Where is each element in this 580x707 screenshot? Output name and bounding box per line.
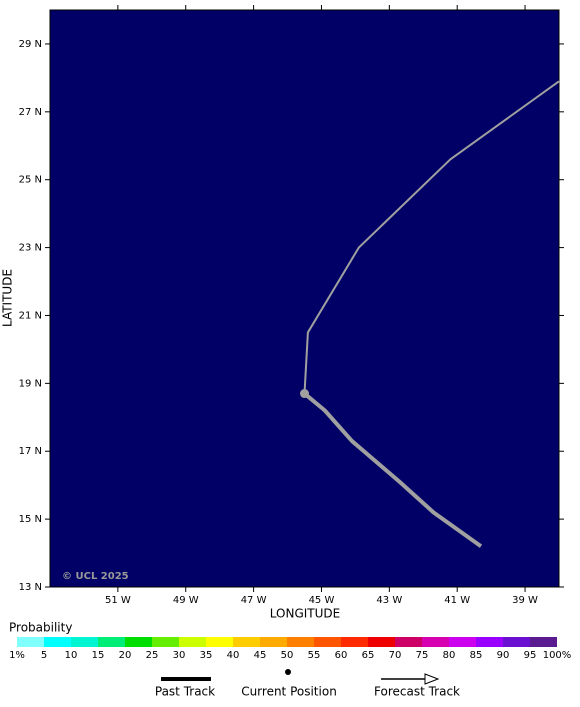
x-tick-label: 45 W [309, 595, 335, 606]
y-tick-label: 21 N [19, 310, 42, 321]
colorbar-bin [287, 637, 314, 647]
colorbar-bin [71, 637, 98, 647]
colorbar-label: 95 [524, 650, 537, 661]
colorbar-title: Probability [9, 621, 72, 635]
colorbar-label: 50 [281, 650, 294, 661]
colorbar-bin [152, 637, 179, 647]
legend-forecast: Forecast Track [374, 685, 460, 699]
colorbar-bin [422, 637, 449, 647]
colorbar-bin [395, 637, 422, 647]
x-tick-label: 43 W [376, 595, 402, 606]
current-position [300, 389, 309, 399]
colorbar-bin [341, 637, 368, 647]
legend-forecast-icon [381, 673, 440, 685]
colorbar-bin [476, 637, 503, 647]
colorbar-label: 35 [200, 650, 213, 661]
y-tick-label: 29 N [19, 39, 42, 50]
colorbar-label: 15 [92, 650, 105, 661]
y-tick-label: 23 N [19, 243, 42, 254]
colorbar-bin [179, 637, 206, 647]
colorbar-label: 75 [416, 650, 429, 661]
y-tick-label: 27 N [19, 107, 42, 118]
colorbar-label: 65 [362, 650, 375, 661]
legend-current-icon [285, 669, 291, 675]
y-axis-label: LATITUDE [1, 269, 15, 327]
y-tick-label: 25 N [19, 175, 42, 186]
copyright: © UCL 2025 [62, 571, 129, 582]
colorbar-bin [503, 637, 530, 647]
colorbar-bin [530, 637, 557, 647]
track-line [303, 391, 483, 548]
x-tick-label: 39 W [512, 595, 538, 606]
x-tick-label: 51 W [105, 595, 131, 606]
colorbar-label: 80 [443, 650, 456, 661]
colorbar-label: 40 [227, 650, 240, 661]
colorbar-bin [98, 637, 125, 647]
colorbar-label: 10 [65, 650, 78, 661]
x-tick-label: 49 W [173, 595, 199, 606]
colorbar-bin [125, 637, 152, 647]
legend-past: Past Track [155, 685, 215, 699]
colorbar-bin [233, 637, 260, 647]
colorbar-label: 1% [9, 650, 25, 661]
y-tick-label: 13 N [19, 582, 42, 593]
colorbar-label: 20 [119, 650, 132, 661]
legend-current: Current Position [241, 685, 337, 699]
colorbar-label: 30 [173, 650, 186, 661]
colorbar-bin [206, 637, 233, 647]
colorbar-bin [44, 637, 71, 647]
colorbar-label: 55 [308, 650, 321, 661]
colorbar-bin [260, 637, 287, 647]
x-tick-label: 41 W [444, 595, 470, 606]
colorbar-label: 5 [41, 650, 47, 661]
x-axis-label: LONGITUDE [270, 607, 340, 621]
colorbar-label: 85 [470, 650, 483, 661]
colorbar-label: 25 [146, 650, 159, 661]
colorbar-bin [368, 637, 395, 647]
x-tick-label: 47 W [241, 595, 267, 606]
y-tick-label: 19 N [19, 378, 42, 389]
map-background [49, 9, 560, 588]
colorbar-bin [449, 637, 476, 647]
colorbar-bin [314, 637, 341, 647]
colorbar-label: 100% [543, 650, 572, 661]
colorbar-label: 60 [335, 650, 348, 661]
colorbar-label: 70 [389, 650, 402, 661]
track-line [303, 80, 560, 394]
colorbar-bin [17, 637, 44, 647]
colorbar-label: 45 [254, 650, 267, 661]
y-tick-label: 15 N [19, 514, 42, 525]
y-tick-label: 17 N [19, 446, 42, 457]
colorbar-label: 90 [497, 650, 510, 661]
